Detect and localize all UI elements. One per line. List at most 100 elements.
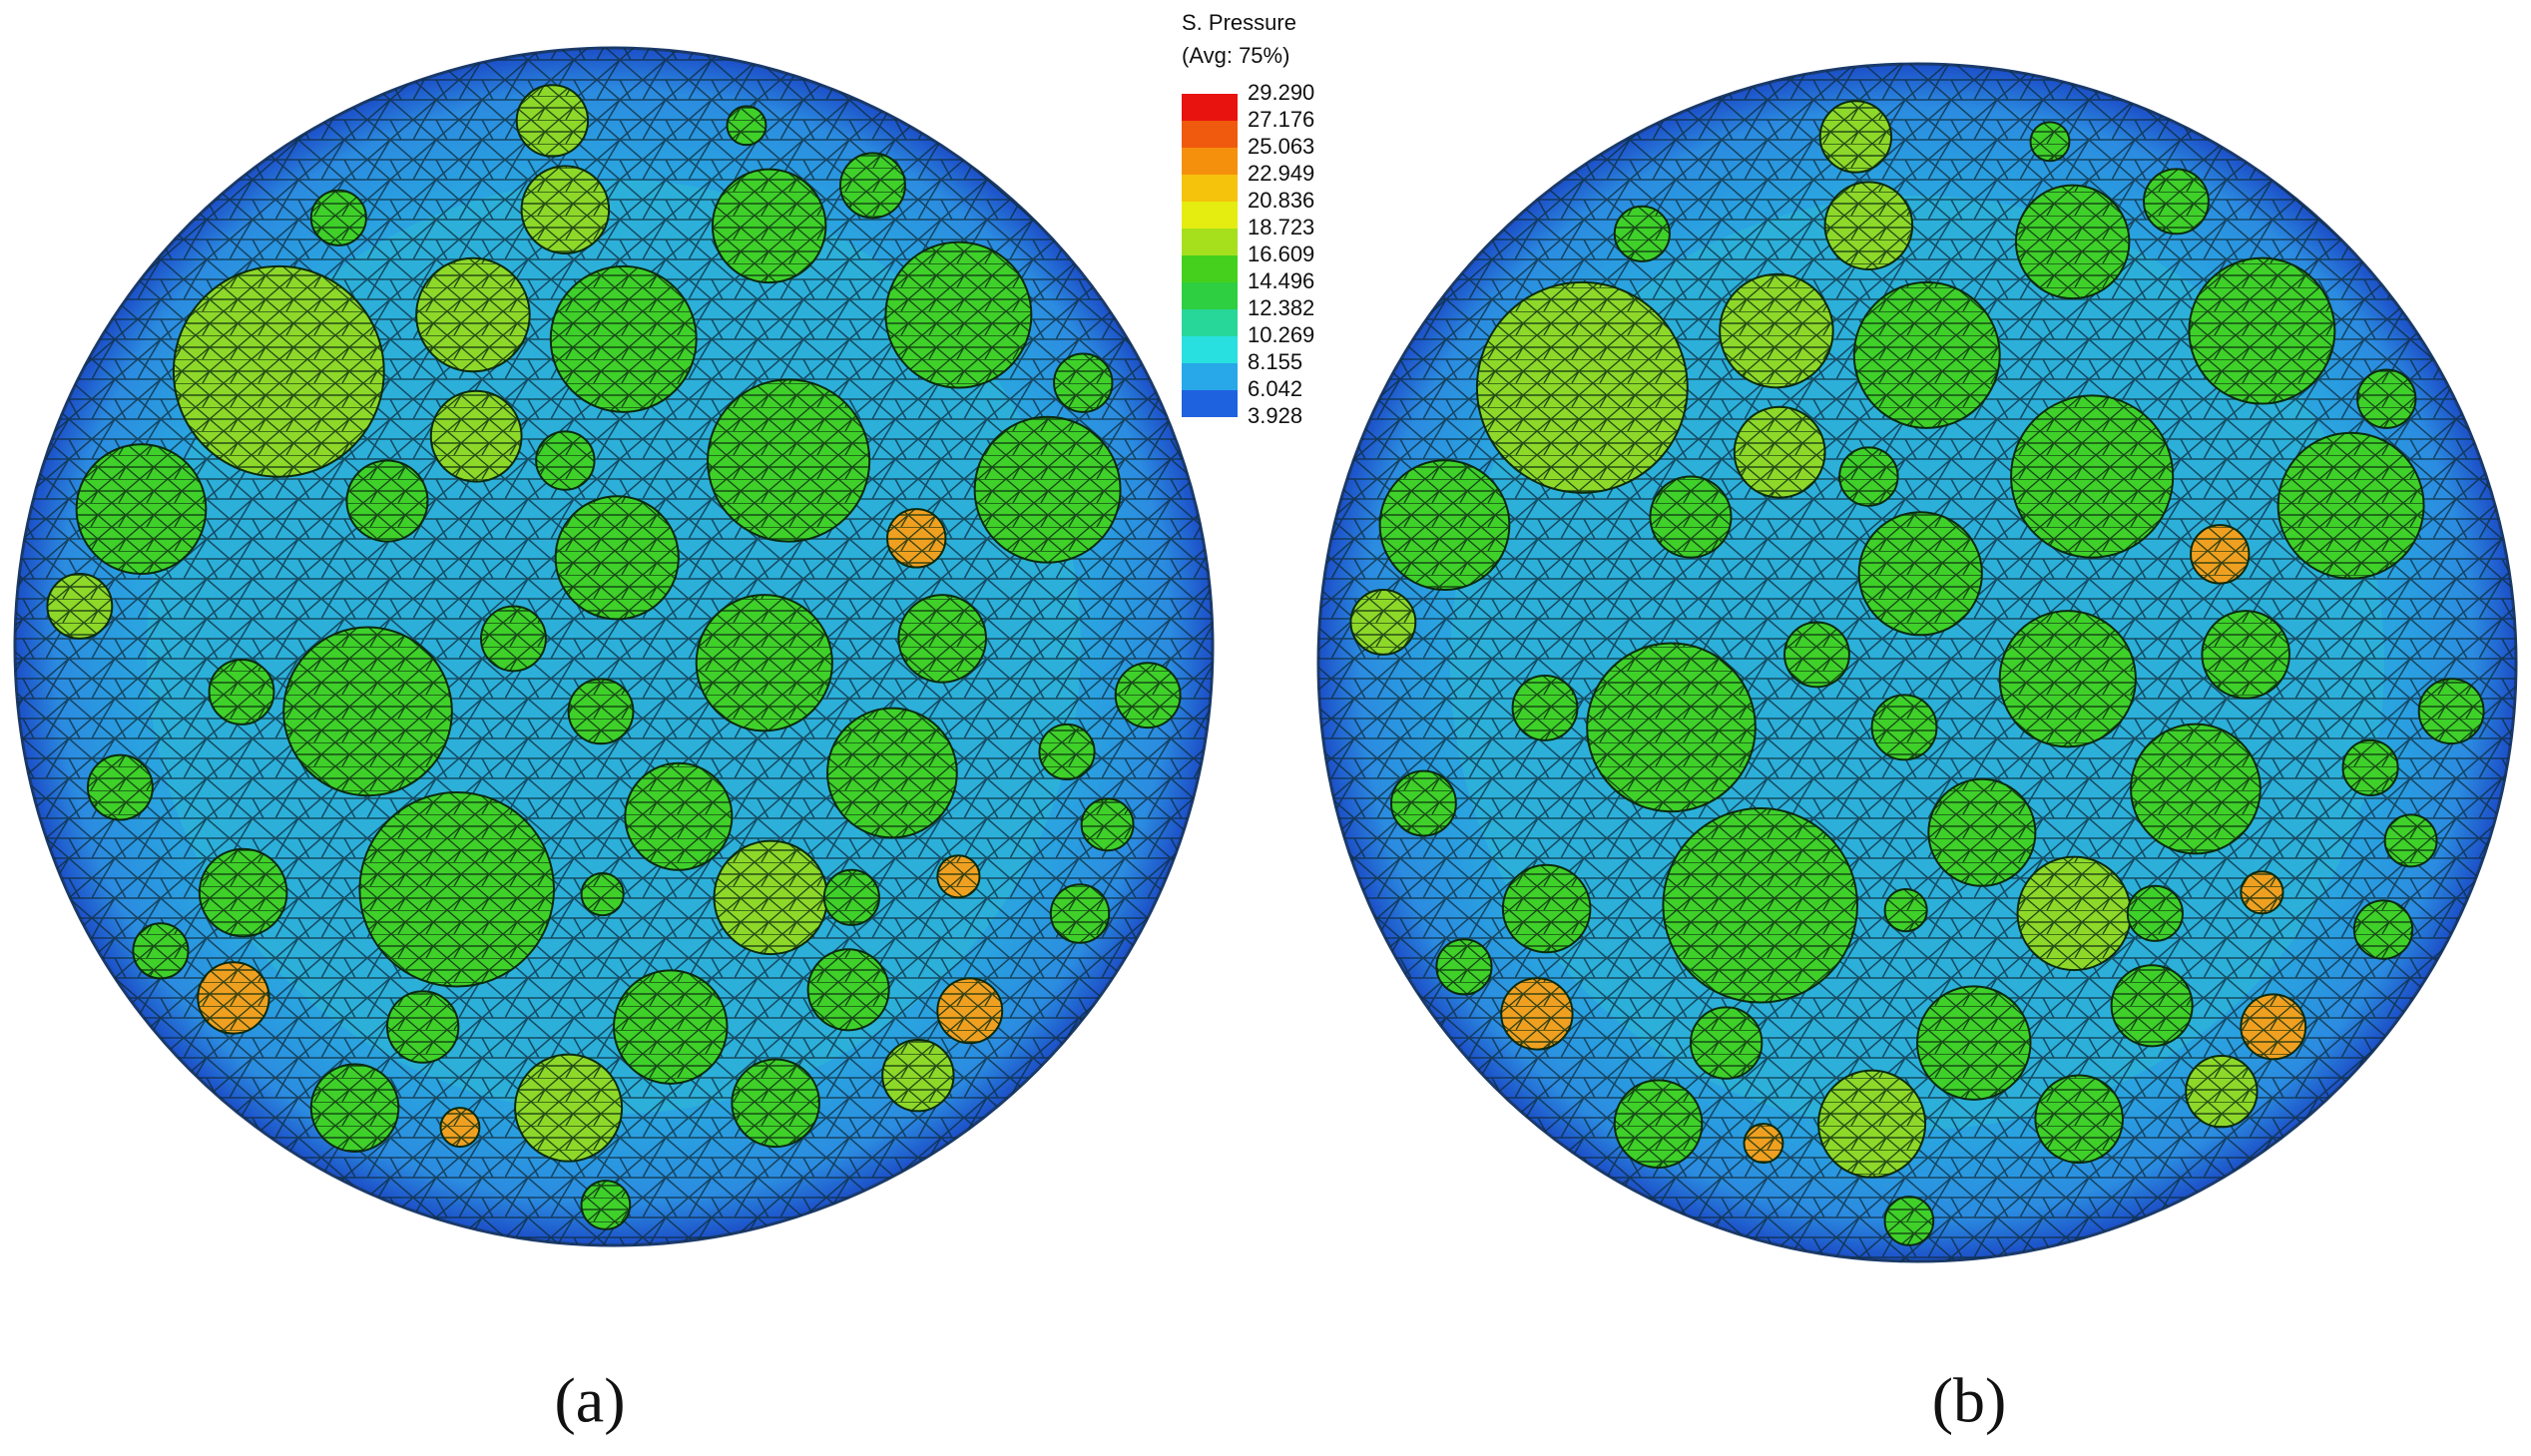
aggregate-mesh — [2035, 1075, 2123, 1164]
aggregate-mesh — [1512, 675, 1578, 740]
aggregate-mesh — [76, 444, 207, 575]
legend-band — [1182, 282, 1238, 309]
aggregate-mesh — [732, 1059, 819, 1148]
contour-plot: (a) — [13, 46, 1215, 1436]
aggregate-mesh — [1744, 1124, 1783, 1164]
aggregate-mesh — [696, 595, 832, 731]
aggregate-mesh — [440, 1108, 480, 1148]
aggregate-mesh — [2127, 885, 2183, 941]
legend-label: 27.176 — [1248, 107, 1314, 132]
aggregate-mesh — [2342, 739, 2398, 795]
aggregate-mesh — [898, 595, 986, 683]
aggregate-mesh — [1871, 695, 1937, 760]
aggregate-mesh — [708, 379, 870, 542]
aggregate-mesh — [1054, 353, 1113, 412]
aggregate-mesh — [1350, 590, 1416, 655]
aggregate-mesh — [1379, 460, 1510, 591]
aggregate-mesh — [1720, 273, 1833, 388]
aggregate-mesh — [1650, 476, 1732, 558]
legend-label: 22.949 — [1248, 161, 1314, 186]
aggregate-mesh — [47, 574, 113, 639]
aggregate-mesh — [2189, 257, 2335, 404]
aggregate-mesh — [536, 431, 595, 490]
legend-label: 25.063 — [1248, 134, 1314, 159]
aggregate-mesh — [807, 949, 889, 1031]
aggregate-mesh — [823, 869, 879, 925]
aggregate-mesh — [2202, 611, 2289, 699]
aggregate-mesh — [2186, 1056, 2258, 1128]
aggregate-mesh — [550, 265, 697, 412]
legend-label: 14.496 — [1248, 268, 1314, 293]
legend-band — [1182, 390, 1238, 417]
legend-band — [1182, 202, 1238, 229]
aggregate-mesh — [1663, 807, 1858, 1003]
aggregate-mesh — [133, 923, 189, 979]
aggregate-mesh — [1784, 622, 1849, 688]
legend-label: 6.042 — [1248, 376, 1302, 401]
legend-label: 20.836 — [1248, 188, 1314, 213]
aggregate-mesh — [887, 509, 946, 568]
aggregate-mesh — [882, 1040, 954, 1112]
aggregate-mesh — [87, 754, 153, 820]
aggregate-mesh — [614, 970, 728, 1084]
aggregate-mesh — [625, 762, 733, 870]
aggregate-mesh — [1858, 512, 1982, 636]
aggregate-mesh — [1436, 939, 1492, 995]
aggregate-mesh — [430, 390, 522, 482]
aggregate-mesh — [885, 242, 1032, 388]
aggregate-mesh — [1614, 1080, 1703, 1168]
aggregate-mesh — [2241, 994, 2306, 1060]
aggregate-mesh — [2017, 856, 2132, 971]
aggregate-mesh — [173, 265, 384, 477]
aggregate-mesh — [1884, 1197, 1934, 1245]
aggregate-mesh — [1502, 864, 1591, 953]
aggregate-mesh — [1501, 978, 1573, 1050]
aggregate-mesh — [1917, 986, 2031, 1100]
aggregate-mesh — [714, 840, 828, 955]
aggregate-mesh — [1081, 798, 1134, 851]
legend-band — [1182, 336, 1238, 363]
aggregate-mesh — [2418, 679, 2484, 744]
legend-label: 18.723 — [1248, 215, 1314, 240]
aggregate-mesh — [1587, 643, 1756, 812]
aggregate-mesh — [555, 496, 679, 620]
legend-band — [1182, 94, 1238, 121]
aggregate-mesh — [515, 1054, 623, 1162]
aggregate-mesh — [1039, 724, 1095, 779]
aggregate-mesh — [1853, 281, 2000, 428]
aggregate-mesh — [199, 848, 287, 937]
aggregate-mesh — [1614, 206, 1670, 261]
aggregate-mesh — [2011, 395, 2174, 558]
legend-label: 10.269 — [1248, 322, 1314, 347]
aggregate-mesh — [581, 1181, 631, 1229]
aggregate-mesh — [840, 153, 905, 219]
aggregate-mesh — [416, 257, 530, 372]
legend-title: S. Pressure — [1182, 10, 1296, 35]
contour-plot: (b) — [1316, 62, 2518, 1436]
aggregate-mesh — [581, 873, 624, 916]
aggregate-mesh — [727, 106, 766, 146]
aggregate-mesh — [2030, 122, 2070, 162]
aggregate-mesh — [827, 708, 957, 838]
aggregate-mesh — [974, 416, 1121, 563]
aggregate-mesh — [283, 627, 452, 796]
aggregate-mesh — [568, 679, 634, 744]
legend-band — [1182, 121, 1238, 148]
legend-band — [1182, 363, 1238, 390]
aggregate-mesh — [1884, 889, 1927, 932]
aggregate-mesh — [2241, 871, 2283, 914]
aggregate-mesh — [521, 166, 610, 253]
aggregate-mesh — [1928, 778, 2036, 886]
legend-band — [1182, 175, 1238, 202]
aggregate-mesh — [2357, 369, 2416, 428]
aggregate-mesh — [2191, 525, 2250, 584]
aggregate-mesh — [1390, 770, 1456, 836]
aggregate-mesh — [359, 791, 554, 987]
legend-bands — [1182, 94, 1238, 417]
aggregate-mesh — [346, 460, 428, 542]
panels: (a) (b) — [13, 46, 2518, 1436]
legend-band — [1182, 148, 1238, 175]
panel-caption: (b) — [1932, 1365, 2007, 1436]
aggregate-mesh — [712, 169, 826, 283]
